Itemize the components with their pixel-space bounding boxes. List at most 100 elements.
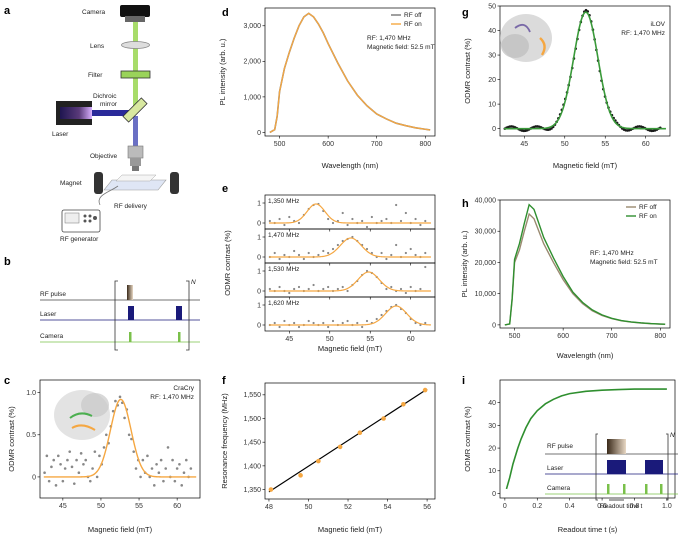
x-axis-label: Magnetic field (mT)	[553, 161, 618, 170]
data-point	[297, 221, 301, 225]
data-point	[316, 458, 321, 464]
repeat-n: N	[191, 279, 196, 286]
data-point	[118, 395, 122, 399]
legend-label: RF on	[404, 21, 422, 28]
chart-title: iLOV	[651, 21, 666, 28]
y-tick-label: 0	[492, 491, 496, 498]
data-point	[268, 287, 271, 291]
inset-camera-4	[660, 484, 663, 494]
label-lens: Lens	[90, 43, 105, 50]
data-point	[361, 325, 364, 329]
x-tick-label: 700	[606, 333, 618, 340]
excitation-beam	[90, 110, 135, 116]
data-point	[134, 467, 138, 470]
x-axis-label: Wavelength (nm)	[557, 351, 614, 360]
chart-f: f Magnetic field (mT) Resonance frequency …	[220, 375, 436, 534]
data-point	[385, 217, 388, 221]
camera-pulse-1	[129, 332, 132, 342]
y-tick-label: 20,000	[475, 260, 497, 267]
data-point	[404, 291, 407, 295]
plot-frame	[499, 379, 676, 499]
data-point	[47, 479, 51, 483]
chart-title: CraCry	[173, 385, 194, 392]
chart-h: h Wavelength (nm) PL intensity (arb. u.) 50…	[460, 197, 671, 360]
plot-frame	[264, 296, 436, 332]
x-tick-label: 1.0	[662, 503, 672, 510]
data-point	[79, 452, 83, 455]
y-axis-label: ODMR contrast (%)	[223, 230, 232, 296]
panel-a: a Camera Lens Filter Dichroic mirror	[4, 5, 179, 243]
data-point	[375, 317, 378, 321]
rf-generator-icon	[61, 209, 101, 233]
data-point	[424, 251, 427, 255]
y-axis-label: PL intensity (arb. u.)	[460, 230, 469, 297]
laser-pulse-2	[176, 306, 182, 320]
fit-curve	[269, 203, 431, 224]
panel-letter-f: f	[222, 375, 226, 387]
x-tick-label: 60	[407, 336, 415, 343]
data-point	[424, 219, 427, 223]
x-tick-label: 50	[305, 504, 313, 511]
inset-row-camera: Camera	[547, 485, 571, 492]
data-point	[268, 219, 271, 223]
fit-curve	[504, 11, 666, 130]
data-point	[390, 253, 393, 257]
y-tick-label: 1,000	[243, 94, 261, 101]
data-point	[312, 321, 315, 325]
data-point	[346, 289, 349, 293]
y-tick-label: 40	[488, 400, 496, 407]
panel-letter-h: h	[462, 198, 469, 210]
panel-i-inset: RF pulse Laser Camera N Readout time t	[545, 432, 678, 510]
subplot-label: 1,620 MHz	[268, 300, 299, 307]
data-point	[414, 217, 417, 221]
data-point	[419, 287, 422, 291]
excitation-beam-down	[133, 116, 138, 146]
data-point	[336, 243, 339, 247]
data-point	[401, 402, 406, 407]
camera-pulse-2	[178, 332, 181, 342]
data-point	[178, 462, 181, 466]
data-point	[346, 319, 349, 323]
subplot-label: 1,530 MHz	[268, 266, 299, 273]
data-point	[173, 479, 177, 483]
data-point	[361, 219, 364, 223]
y-tick-label: 30	[488, 423, 496, 430]
y-tick-label: 1,550	[243, 392, 261, 399]
fit-line	[268, 388, 428, 493]
y-tick-label: 50	[488, 3, 496, 10]
data-point	[422, 387, 428, 393]
data-point	[385, 287, 388, 291]
panel-letter-b: b	[4, 256, 11, 268]
series-line-0	[269, 12, 431, 134]
data-point	[336, 287, 339, 291]
y-tick-label: 40,000	[475, 197, 497, 204]
y-tick-label: 20	[488, 445, 496, 452]
plot-frame	[39, 379, 201, 499]
row-label-laser: Laser	[40, 311, 57, 318]
x-tick-label: 45	[520, 141, 528, 148]
data-point	[75, 458, 78, 462]
chart-g: g Magnetic field (mT) ODMR contrast (%) 45 5…	[462, 3, 671, 170]
data-point	[273, 251, 276, 255]
x-tick-label: 48	[265, 504, 273, 511]
data-point	[139, 475, 142, 479]
data-point	[95, 475, 99, 479]
data-point	[184, 458, 188, 462]
data-point	[293, 287, 296, 291]
x-tick-label: 500	[509, 333, 521, 340]
x-axis-label: Magnetic field (mT)	[88, 525, 153, 534]
label-camera: Camera	[82, 9, 106, 16]
series-line-0	[504, 212, 666, 326]
data-point	[395, 243, 398, 247]
y-axis-label: Resonance frequency (MHz)	[220, 393, 229, 489]
series-line-1	[269, 12, 431, 134]
data-point	[52, 458, 56, 462]
inset-camera-1	[607, 484, 610, 494]
data-point	[297, 285, 301, 289]
data-point	[302, 257, 305, 261]
x-tick-label: 0.6	[597, 503, 607, 510]
sample-stage	[103, 174, 167, 191]
data-point	[63, 467, 67, 470]
data-point	[337, 444, 343, 450]
